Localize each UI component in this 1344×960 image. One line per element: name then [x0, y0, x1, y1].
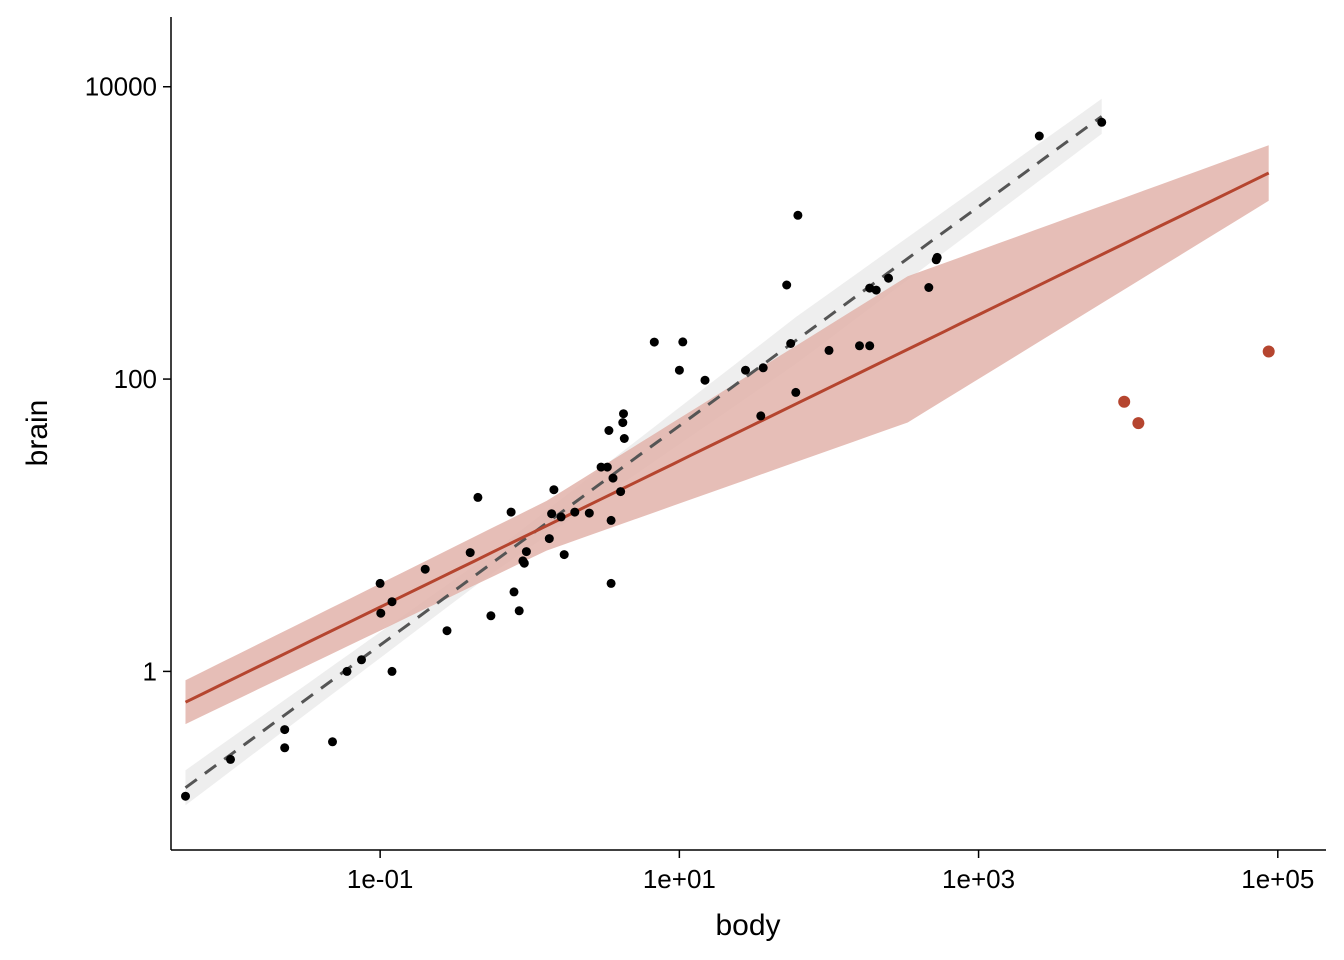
data-point	[465, 548, 475, 558]
x-tick-label: 1e+05	[1241, 864, 1314, 894]
data-point	[181, 791, 190, 801]
data-point	[596, 462, 606, 472]
data-point	[547, 509, 557, 519]
data-point	[932, 252, 942, 262]
tick-marks: 1e-01 1e+01 1e+03 1e+05 1 100 10000	[85, 72, 1315, 894]
data-point	[226, 754, 235, 764]
data-point	[442, 626, 452, 636]
data-point	[619, 409, 628, 419]
data-point	[1034, 131, 1044, 141]
data-point	[486, 611, 496, 621]
data-points	[181, 117, 1275, 801]
data-point	[357, 655, 366, 665]
data-point	[376, 608, 386, 618]
outlier-point	[1262, 345, 1275, 358]
data-point	[514, 606, 524, 616]
data-point	[519, 558, 529, 568]
data-point	[420, 564, 430, 574]
outlier-point	[1118, 395, 1131, 408]
data-point	[280, 743, 290, 753]
data-point	[606, 578, 616, 588]
data-point	[793, 210, 803, 220]
data-point	[791, 387, 801, 397]
data-point	[556, 512, 566, 522]
x-tick-label: 1e+01	[643, 864, 716, 894]
data-point	[602, 462, 612, 472]
fit-lines	[184, 115, 1270, 789]
data-point	[606, 515, 616, 525]
data-point	[570, 507, 580, 517]
data-point	[786, 339, 796, 348]
data-point	[700, 375, 710, 385]
data-point	[280, 725, 290, 735]
data-point	[506, 507, 516, 517]
data-point	[741, 365, 750, 375]
data-point	[473, 492, 483, 502]
confidence-bands	[185, 98, 1269, 806]
data-point	[559, 550, 569, 560]
data-point	[855, 341, 864, 351]
y-tick-label: 1	[143, 656, 157, 686]
data-point	[544, 534, 554, 544]
data-point	[342, 666, 352, 676]
data-point	[1097, 117, 1107, 127]
data-point	[604, 426, 614, 435]
data-point	[674, 365, 684, 375]
data-point	[521, 547, 531, 557]
data-point	[782, 280, 792, 290]
robust-fit-band	[185, 145, 1269, 725]
data-point	[616, 487, 626, 497]
data-point	[758, 363, 768, 373]
data-point	[619, 434, 629, 443]
data-point	[375, 578, 385, 588]
axes	[170, 17, 1326, 851]
data-point	[884, 273, 893, 283]
x-tick-label: 1e+03	[942, 864, 1015, 894]
data-point	[649, 337, 659, 347]
data-point	[509, 587, 519, 597]
robust-fit-line	[184, 171, 1270, 704]
ols-fit-line	[184, 115, 1103, 789]
data-point	[824, 345, 834, 355]
x-tick-label: 1e-01	[347, 864, 414, 894]
data-point	[618, 418, 628, 428]
y-tick-label: 100	[114, 364, 157, 394]
data-point	[328, 737, 337, 747]
data-point	[387, 666, 397, 676]
data-point	[584, 508, 594, 518]
x-axis-title: body	[715, 909, 780, 942]
data-point	[924, 283, 934, 292]
data-point	[387, 597, 397, 607]
data-point	[608, 473, 618, 483]
data-point	[871, 285, 881, 295]
data-point	[549, 485, 559, 495]
data-point	[865, 341, 875, 351]
data-point	[678, 337, 688, 347]
y-axis-title: brain	[21, 400, 54, 467]
data-point	[756, 411, 766, 421]
outlier-point	[1132, 417, 1145, 430]
y-tick-label: 10000	[85, 72, 157, 102]
